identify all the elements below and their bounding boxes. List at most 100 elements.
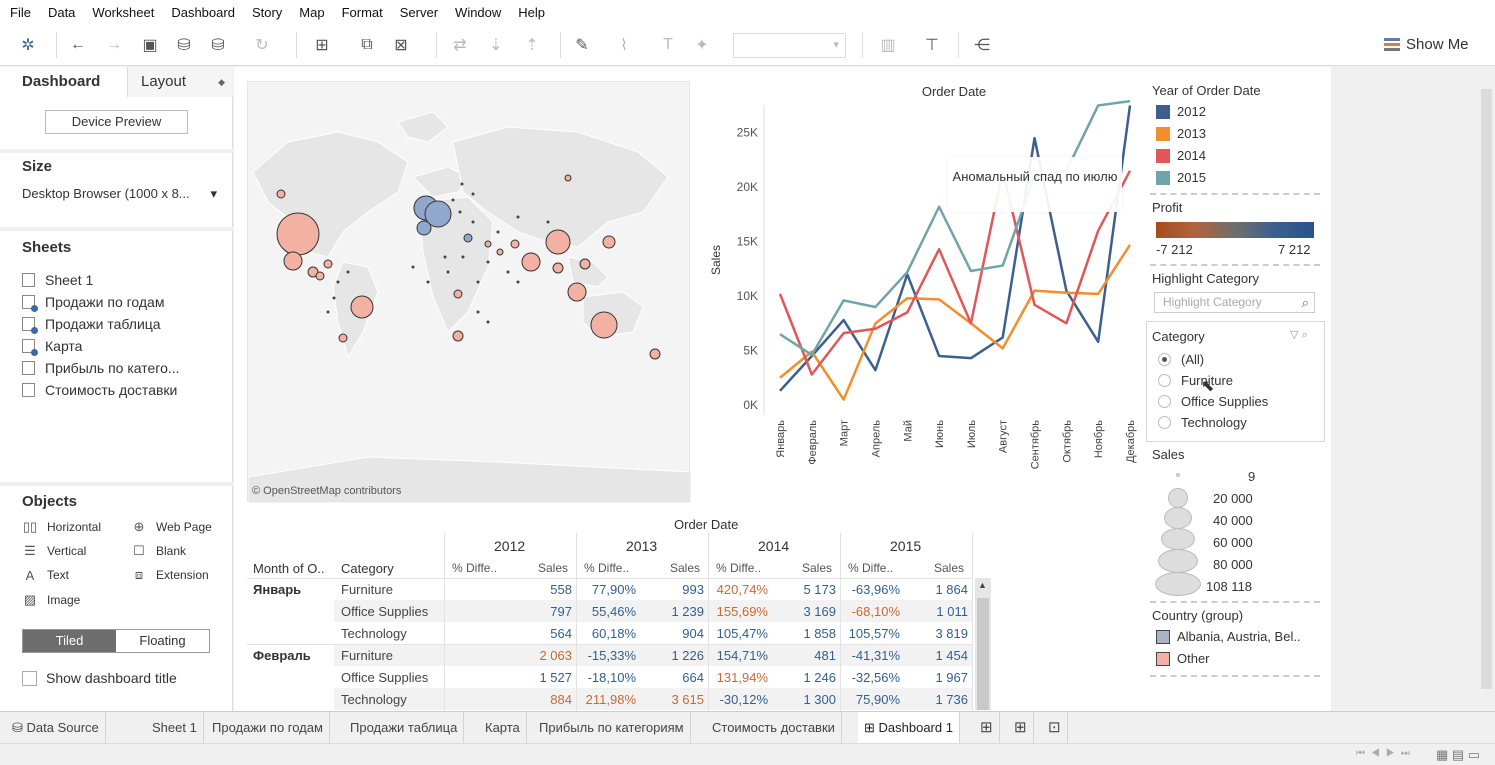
category-option-technology[interactable]: Technology	[1158, 415, 1247, 430]
clear-sheet-icon[interactable]: ⊠	[394, 37, 408, 54]
table-cell[interactable]: 1 239	[671, 604, 704, 619]
category-option-furniture[interactable]: Furniture	[1158, 373, 1233, 388]
object-vertical[interactable]: ☰ Vertical	[22, 543, 86, 558]
menu-map[interactable]: Map	[299, 4, 325, 20]
fit-select[interactable]	[733, 33, 846, 58]
sales-header[interactable]: Sales	[538, 561, 569, 575]
swap-icon[interactable]: ⇄	[453, 37, 467, 54]
show-me-button[interactable]: Show Me	[1384, 36, 1469, 53]
table-cell[interactable]: 481	[814, 648, 836, 663]
table-cell[interactable]: -15,33%	[587, 648, 636, 663]
table-cell[interactable]: 154,71%	[716, 648, 768, 663]
table-cell[interactable]: 564	[550, 626, 572, 641]
table-cell[interactable]: -32,56%	[851, 670, 900, 685]
table-cell[interactable]: 3 169	[803, 604, 836, 619]
refresh-icon[interactable]: ↻	[255, 37, 269, 54]
year-legend-item[interactable]: 2015	[1156, 170, 1206, 185]
new-dashboard-icon[interactable]: ⊞	[1008, 712, 1034, 743]
object-web-page[interactable]: ⊕ Web Page	[131, 519, 212, 534]
save-icon[interactable]: ▣	[142, 37, 158, 54]
sort-desc-icon[interactable]: ⇡	[525, 37, 539, 54]
new-story-icon[interactable]: ⊡	[1042, 712, 1068, 743]
sort-asc-icon[interactable]: ⇣	[489, 37, 503, 54]
tab-layout[interactable]: Layout	[128, 67, 233, 97]
category-option-office-supplies[interactable]: Office Supplies	[1158, 394, 1268, 409]
tableau-logo-icon[interactable]: ✲	[21, 37, 35, 54]
table-cell[interactable]: -41,31%	[851, 648, 900, 663]
sheet-item[interactable]: Карта	[22, 338, 82, 356]
sales-header[interactable]: Sales	[670, 561, 701, 575]
table-cell[interactable]: 1 736	[935, 692, 968, 707]
tab-sales-by-year[interactable]: Продажи по годам	[206, 712, 330, 743]
table-cell[interactable]: 1 454	[935, 648, 968, 663]
diff-header[interactable]: % Diffe..	[716, 561, 762, 575]
table-cell[interactable]: -63,96%	[851, 582, 900, 597]
table-cell[interactable]: 3 819	[935, 626, 968, 641]
table-cell[interactable]: 1 246	[803, 670, 836, 685]
table-cell[interactable]: 5 173	[803, 582, 836, 597]
menu-format[interactable]: Format	[341, 4, 383, 20]
table-cell[interactable]: 211,98%	[585, 692, 636, 707]
label-icon[interactable]: T	[663, 36, 673, 53]
new-worksheet-icon[interactable]: ⊞	[315, 37, 329, 54]
diff-header[interactable]: % Diffe..	[584, 561, 630, 575]
highlight-icon[interactable]: ✎	[575, 37, 589, 54]
table-scrollbar[interactable]	[975, 578, 991, 710]
table-cell[interactable]: 105,47%	[716, 626, 768, 641]
sales-header[interactable]: Sales	[934, 561, 965, 575]
menu-file[interactable]: File	[10, 4, 31, 20]
table-cell[interactable]: 75,90%	[855, 692, 900, 707]
tab-sheet-1[interactable]: Sheet 1	[146, 712, 204, 743]
tiled-button[interactable]: Tiled	[23, 630, 116, 652]
device-preview-button[interactable]: Device Preview	[45, 110, 188, 134]
menu-server[interactable]: Server	[399, 4, 439, 20]
month-header[interactable]: Month of O..	[253, 561, 325, 576]
table-cell[interactable]: 60,18%	[591, 626, 636, 641]
tab-shipping-cost[interactable]: Стоимость доставки	[706, 712, 842, 743]
tab-sales-table[interactable]: Продажи таблица	[344, 712, 465, 743]
table-cell[interactable]: 55,46%	[591, 604, 636, 619]
filter-icon[interactable]: ▽ ⌕	[1290, 329, 1308, 341]
table-cell[interactable]: 993	[682, 582, 704, 597]
pin-icon[interactable]: ✦	[695, 37, 709, 54]
table-cell[interactable]: 1 226	[671, 648, 704, 663]
menu-window[interactable]: Window	[455, 4, 502, 20]
tab-map[interactable]: Карта	[479, 712, 527, 743]
year-legend-item[interactable]: 2014	[1156, 148, 1206, 163]
table-cell[interactable]: 664	[682, 670, 704, 685]
menu-data[interactable]: Data	[47, 4, 76, 20]
sheet-item[interactable]: Sheet 1	[22, 272, 93, 288]
new-datasource-icon[interactable]: ⛁	[177, 37, 191, 54]
table-cell[interactable]: 1 527	[539, 670, 572, 685]
sheet-navigation-icon[interactable]: ⏮◀▶⏭	[1356, 748, 1416, 759]
group-icon[interactable]: ⌇	[620, 37, 628, 54]
object-blank[interactable]: ☐ Blank	[131, 543, 186, 558]
new-sheet-icon[interactable]: ⊞	[974, 712, 1000, 743]
size-select[interactable]: Desktop Browser (1000 x 8...	[22, 186, 217, 202]
tab-data-source[interactable]: ⛁ Data Source	[6, 712, 106, 743]
line-chart[interactable]: Order Date Sales 0K 5K 10K 15K 20K 25K Январь Фев…	[706, 80, 1146, 505]
tab-dashboard-1[interactable]: ⊞ Dashboard 1	[858, 712, 960, 743]
tab-profit-by-category[interactable]: Прибыль по категориям	[533, 712, 691, 743]
table-cell[interactable]: 2 063	[539, 648, 572, 663]
sheet-item[interactable]: Продажи по годам	[22, 294, 164, 312]
table-cell[interactable]: -18,10%	[587, 670, 636, 685]
category-header[interactable]: Category	[341, 561, 394, 576]
diff-header[interactable]: % Diffe..	[848, 561, 894, 575]
menu-story[interactable]: Story	[251, 4, 283, 20]
highlight-category-input[interactable]: Highlight Category	[1154, 292, 1315, 313]
sorter-view-icon[interactable]: ▦ ▤ ▭	[1436, 747, 1481, 762]
table-cell[interactable]: 1 858	[803, 626, 836, 641]
country-legend-item[interactable]: Other	[1156, 651, 1210, 666]
menu-help[interactable]: Help	[518, 4, 546, 20]
table-cell[interactable]: 420,74%	[716, 582, 768, 597]
diff-header[interactable]: % Diffe..	[452, 561, 498, 575]
show-title-checkbox[interactable]: Show dashboard title	[22, 670, 177, 686]
table-cell[interactable]: 131,94%	[716, 670, 768, 685]
table-cell[interactable]: 77,90%	[591, 582, 636, 597]
menu-dashboard[interactable]: Dashboard	[171, 4, 235, 20]
table-cell[interactable]: 1 300	[803, 692, 836, 707]
pause-updates-icon[interactable]: ⛁	[211, 37, 225, 54]
table-cell[interactable]: 1 011	[936, 604, 968, 619]
table-cell[interactable]: 904	[682, 626, 704, 641]
